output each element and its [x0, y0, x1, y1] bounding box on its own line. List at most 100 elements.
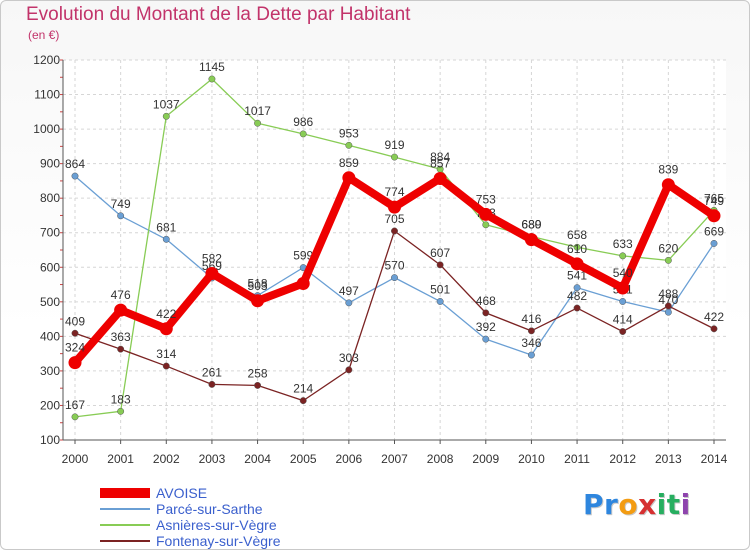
data-label-asnieres-sur-vegre: 167 — [65, 398, 85, 412]
data-point-avoise — [524, 233, 538, 247]
data-label-parce-sur-sarthe: 570 — [384, 259, 404, 273]
data-point-fontenay-sur-vegre — [710, 325, 718, 333]
data-point-parce-sur-sarthe — [71, 172, 79, 180]
legend-item-parce-sur-sarthe: Parcé-sur-Sarthe — [100, 501, 400, 517]
y-tick-label: 500 — [40, 295, 60, 309]
data-label-asnieres-sur-vegre: 183 — [111, 392, 131, 406]
data-label-fontenay-sur-vegre: 488 — [658, 287, 678, 301]
data-label-avoise: 540 — [613, 266, 633, 280]
data-point-parce-sur-sarthe — [619, 298, 627, 305]
y-tick-label: 800 — [40, 191, 60, 205]
data-point-asnieres-sur-vegre — [162, 112, 170, 120]
data-label-parce-sur-sarthe: 669 — [704, 224, 724, 238]
legend-item-avoise: AVOISE — [100, 485, 400, 501]
data-point-avoise — [159, 322, 173, 336]
y-tick-label: 100 — [40, 433, 60, 447]
data-label-asnieres-sur-vegre: 884 — [430, 150, 450, 164]
data-point-fontenay-sur-vegre — [482, 309, 490, 317]
x-tick-label: 2001 — [107, 452, 134, 466]
x-tick-label: 2007 — [381, 452, 408, 466]
y-tick-label: 300 — [40, 364, 60, 378]
plot-area — [63, 60, 726, 440]
legend-swatch — [100, 488, 150, 498]
data-label-avoise: 859 — [339, 156, 359, 170]
data-label-parce-sur-sarthe: 346 — [521, 336, 541, 350]
y-tick-label: 1100 — [34, 88, 60, 102]
logo-letter: P — [583, 488, 605, 521]
legend-swatch — [100, 524, 150, 526]
x-tick-label: 2004 — [244, 452, 271, 466]
data-label-asnieres-sur-vegre: 689 — [521, 218, 541, 232]
y-tick-label: 1200 — [33, 53, 60, 67]
legend-label: Fontenay-sur-Vègre — [156, 533, 281, 549]
data-label-avoise: 422 — [156, 307, 176, 321]
x-tick-label: 2012 — [609, 452, 636, 466]
data-label-fontenay-sur-vegre: 414 — [613, 313, 633, 327]
logo-letter: r — [604, 488, 619, 521]
data-label-avoise: 857 — [430, 156, 450, 170]
chart-title: Evolution du Montant de la Dette par Hab… — [26, 4, 411, 25]
data-point-parce-sur-sarthe — [436, 298, 444, 305]
data-point-avoise — [205, 266, 219, 280]
data-point-asnieres-sur-vegre — [71, 413, 79, 421]
data-point-avoise — [707, 209, 721, 223]
data-point-asnieres-sur-vegre — [208, 75, 216, 83]
data-point-avoise — [296, 277, 310, 291]
data-point-asnieres-sur-vegre — [664, 256, 672, 264]
data-label-parce-sur-sarthe: 392 — [476, 320, 496, 334]
data-label-fontenay-sur-vegre: 482 — [567, 289, 587, 303]
data-label-asnieres-sur-vegre: 1037 — [153, 97, 180, 111]
y-tick-label: 900 — [40, 157, 60, 171]
legend-item-fontenay-sur-vegre: Fontenay-sur-Vègre — [100, 533, 400, 549]
legend-label: AVOISE — [156, 485, 208, 501]
data-label-parce-sur-sarthe: 501 — [430, 282, 450, 296]
data-label-asnieres-sur-vegre: 1017 — [244, 104, 271, 118]
data-label-avoise: 774 — [384, 185, 404, 199]
y-tick-label: 600 — [40, 260, 60, 274]
data-point-fontenay-sur-vegre — [71, 329, 79, 337]
data-label-fontenay-sur-vegre: 214 — [293, 382, 313, 396]
x-tick-label: 2014 — [701, 452, 728, 466]
x-tick-label: 2008 — [427, 452, 454, 466]
data-point-parce-sur-sarthe — [162, 235, 170, 243]
data-label-parce-sur-sarthe: 749 — [111, 197, 131, 211]
data-point-parce-sur-sarthe — [573, 284, 581, 292]
data-point-parce-sur-sarthe — [345, 299, 353, 307]
logo-letter: t — [666, 488, 681, 521]
x-tick-label: 2006 — [336, 452, 363, 466]
data-point-asnieres-sur-vegre — [299, 130, 307, 138]
data-point-asnieres-sur-vegre — [254, 119, 262, 127]
data-point-parce-sur-sarthe — [664, 308, 672, 316]
data-point-asnieres-sur-vegre — [117, 407, 125, 415]
data-label-parce-sur-sarthe: 541 — [567, 269, 587, 283]
data-point-asnieres-sur-vegre — [345, 141, 353, 149]
legend: AVOISE Parcé-sur-Sarthe Asnières-sur-Vègre… — [100, 485, 400, 549]
data-point-parce-sur-sarthe — [482, 335, 490, 343]
data-label-avoise: 582 — [202, 251, 222, 265]
data-point-fontenay-sur-vegre — [162, 362, 170, 370]
data-label-avoise: 839 — [658, 163, 678, 177]
data-label-avoise: 476 — [111, 288, 131, 302]
data-point-fontenay-sur-vegre — [208, 380, 216, 388]
data-point-fontenay-sur-vegre — [299, 397, 307, 405]
data-point-avoise — [616, 281, 630, 295]
x-tick-label: 2005 — [290, 452, 317, 466]
data-point-asnieres-sur-vegre — [619, 252, 627, 260]
x-tick-label: 2013 — [655, 452, 682, 466]
logo-letter: i — [680, 488, 691, 521]
data-point-avoise — [342, 171, 356, 185]
data-label-asnieres-sur-vegre: 919 — [384, 138, 404, 152]
data-point-fontenay-sur-vegre — [391, 227, 398, 235]
data-point-fontenay-sur-vegre — [254, 381, 262, 389]
data-point-avoise — [114, 303, 128, 317]
data-point-avoise — [433, 171, 447, 185]
data-label-parce-sur-sarthe: 864 — [65, 157, 85, 171]
logo-letter: o — [618, 488, 639, 521]
data-label-avoise: 610 — [567, 242, 587, 256]
data-label-avoise: 749 — [704, 194, 724, 208]
x-tick-label: 2011 — [564, 452, 590, 466]
unit-label: (en €) — [28, 28, 60, 42]
data-label-avoise: 753 — [476, 192, 496, 206]
y-tick-label: 1000 — [33, 122, 60, 136]
